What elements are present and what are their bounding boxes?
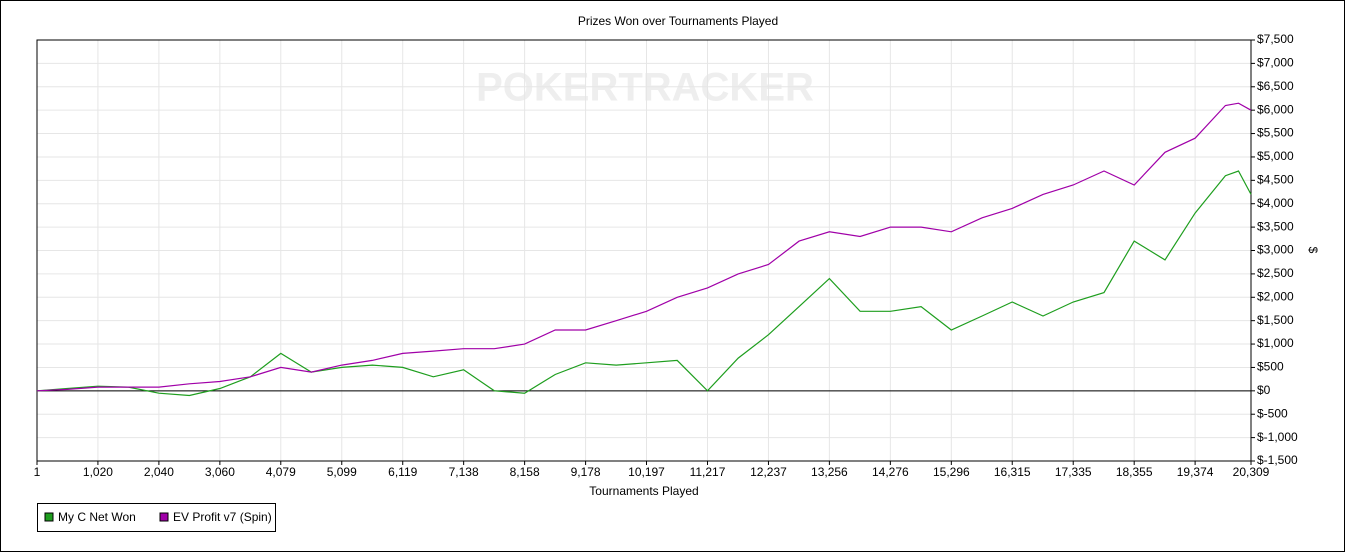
y-tick-label: $-500 [1257,406,1288,420]
x-tick-label: 1 [34,465,41,479]
x-tick-label: 16,315 [994,465,1031,479]
y-tick-label: $2,000 [1257,289,1294,303]
series-line [36,170,1252,397]
x-axis-label: Tournaments Played [589,484,698,498]
y-tick-label: $1,000 [1257,336,1294,350]
y-tick-label: $4,000 [1257,196,1294,210]
series-line [36,102,1252,392]
x-tick-label: 1,020 [83,465,113,479]
y-tick-label: $7,500 [1257,32,1294,46]
watermark: POKERTRACKER [476,66,814,110]
x-tick-label: 10,197 [628,465,665,479]
legend-swatch [44,512,54,522]
y-tick-label: $500 [1257,360,1284,374]
y-axis-label: $ [1306,247,1320,254]
y-tick-label: $0 [1257,383,1271,397]
x-tick-label: 2,040 [144,465,174,479]
y-tick-label: $3,500 [1257,219,1294,233]
x-tick-label: 3,060 [205,465,235,479]
y-tick-label: $6,000 [1257,102,1294,116]
legend-box [37,503,276,532]
y-tick-label: $3,000 [1257,243,1294,257]
x-tick-label: 19,374 [1177,465,1214,479]
x-tick-label: 5,099 [327,465,357,479]
x-tick-label: 13,256 [811,465,848,479]
y-tick-label: $1,500 [1257,313,1294,327]
x-tick-label: 9,178 [571,465,601,479]
y-tick-label: $6,500 [1257,79,1294,93]
x-tick-label: 15,296 [933,465,970,479]
y-tick-label: $5,000 [1257,149,1294,163]
x-tick-label: 18,355 [1116,465,1153,479]
x-tick-label: 17,335 [1055,465,1092,479]
x-tick-label: 7,138 [449,465,479,479]
legend-swatch [159,512,169,522]
plot-border [36,39,1252,462]
x-tick-label: 6,119 [388,465,417,479]
chart-title: Prizes Won over Tournaments Played [578,14,778,28]
x-tick-label: 4,079 [266,465,296,479]
x-tick-label: 12,237 [750,465,787,479]
x-tick-label: 11,217 [690,465,726,479]
y-tick-label: $2,500 [1257,266,1294,280]
x-tick-label: 20,309 [1233,465,1270,479]
y-tick-label: $7,000 [1257,56,1294,70]
x-tick-label: 14,276 [872,465,909,479]
y-tick-label: $5,500 [1257,126,1294,140]
y-tick-label: $-1,500 [1257,453,1298,467]
legend-label: My C Net Won [58,510,136,524]
legend-label: EV Profit v7 (Spin) [173,510,272,524]
x-tick-label: 8,158 [510,465,540,479]
y-tick-label: $-1,000 [1257,430,1298,444]
y-tick-label: $4,500 [1257,173,1294,187]
